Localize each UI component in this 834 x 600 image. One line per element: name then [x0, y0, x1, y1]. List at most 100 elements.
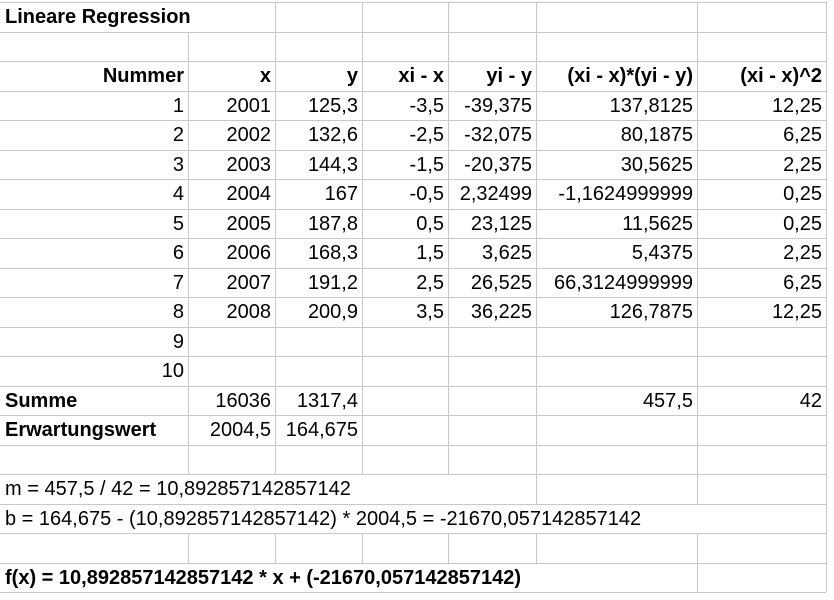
data-cell: 2002	[226, 124, 272, 146]
grid-col-line	[188, 149, 189, 179]
grid-col-line	[275, 179, 276, 209]
data-cell: 5,4375	[631, 242, 693, 264]
grid-col-line	[826, 2, 827, 32]
grid-col-line	[826, 208, 827, 238]
data-cell: 6,25	[783, 124, 822, 146]
grid-col-line	[362, 2, 363, 32]
grid-col-line	[362, 297, 363, 327]
data-cell: -32,075	[464, 124, 532, 146]
data-cell: 3	[172, 153, 184, 176]
grid-col-line	[536, 356, 537, 386]
grid-col-line	[275, 238, 276, 268]
grid-col-line	[362, 31, 363, 61]
grid-col-line	[448, 326, 449, 356]
grid-col-line	[362, 267, 363, 297]
grid-col-line	[362, 149, 363, 179]
grid-col-line	[448, 149, 449, 179]
data-cell: 12,25	[771, 301, 822, 323]
grid-col-line	[826, 149, 827, 179]
data-cell: 187,8	[307, 212, 358, 235]
grid-row-line	[0, 297, 826, 298]
grid-col-line	[188, 356, 189, 386]
data-cell: -39,375	[464, 94, 532, 117]
grid-col-line	[275, 385, 276, 415]
data-cell: 66,3124999999	[553, 271, 693, 294]
grid-row-line	[0, 179, 826, 180]
grid-col-line	[536, 326, 537, 356]
grid-row-line	[0, 149, 826, 151]
data-cell: 2003	[226, 153, 272, 176]
grid-col-line	[697, 2, 698, 32]
grid-col-line	[536, 120, 537, 150]
data-cell: 23,125	[470, 212, 532, 235]
grid-col-line	[826, 61, 827, 91]
grid-col-line	[448, 297, 449, 327]
data-cell: 3,5	[416, 301, 444, 323]
summary-cell: 2004,5	[209, 419, 271, 441]
data-cell: 26,525	[470, 271, 532, 294]
grid-col-line	[362, 179, 363, 209]
grid-row-line	[0, 61, 826, 62]
grid-col-line	[697, 208, 698, 238]
grid-col-line	[188, 533, 189, 563]
data-cell: -2,5	[409, 124, 444, 146]
header-cell: x	[259, 65, 271, 87]
sheet-title: Lineare Regression	[5, 6, 191, 28]
header-cell: (xi - x)^2	[740, 65, 822, 87]
data-cell: 10	[161, 360, 184, 382]
grid-col-line	[448, 179, 449, 209]
grid-col-line	[448, 120, 449, 150]
grid-row-line	[0, 562, 826, 564]
grid-col-line	[697, 267, 698, 297]
data-cell: -1,1624999999	[558, 183, 693, 205]
grid-col-line	[536, 474, 537, 504]
grid-row-line	[0, 444, 826, 446]
grid-col-line	[697, 61, 698, 91]
grid-col-line	[536, 238, 537, 268]
grid-col-line	[448, 238, 449, 268]
grid-col-line	[536, 179, 537, 209]
data-cell: 1,5	[416, 242, 444, 264]
grid-col-line	[536, 90, 537, 120]
grid-col-line	[536, 149, 537, 179]
grid-col-line	[362, 238, 363, 268]
grid-col-line	[362, 444, 363, 474]
grid-col-line	[275, 533, 276, 563]
grid-row-line	[0, 415, 826, 416]
grid-col-line	[697, 326, 698, 356]
data-cell: 0,25	[783, 212, 822, 235]
grid-col-line	[188, 297, 189, 327]
grid-col-line	[188, 238, 189, 268]
data-cell: -3,5	[409, 94, 444, 117]
grid-col-line	[826, 90, 827, 120]
summary-cell: 16036	[215, 389, 271, 412]
grid-col-line	[188, 444, 189, 474]
data-cell: 137,8125	[609, 94, 693, 117]
header-cell: y	[346, 65, 358, 87]
header-cell: (xi - x)*(yi - y)	[567, 65, 693, 87]
grid-col-line	[448, 61, 449, 91]
grid-col-line	[275, 208, 276, 238]
grid-col-line	[826, 120, 827, 150]
grid-col-line	[275, 297, 276, 327]
grid-col-line	[697, 444, 698, 474]
grid-col-line	[188, 385, 189, 415]
grid-col-line	[275, 267, 276, 297]
grid-col-line	[697, 238, 698, 268]
grid-col-line	[188, 120, 189, 150]
grid-col-line	[697, 415, 698, 445]
grid-col-line	[697, 31, 698, 61]
data-cell: 0,5	[416, 212, 444, 235]
data-cell: 132,6	[307, 124, 358, 146]
grid-row-line	[0, 326, 826, 328]
grid-col-line	[536, 533, 537, 563]
grid-col-line	[697, 474, 698, 504]
grid-col-line	[536, 297, 537, 327]
data-cell: 0,25	[783, 183, 822, 205]
grid-col-line	[697, 120, 698, 150]
grid-col-line	[275, 356, 276, 386]
grid-col-line	[697, 385, 698, 415]
data-cell: 4	[172, 183, 184, 205]
grid-col-line	[826, 326, 827, 356]
